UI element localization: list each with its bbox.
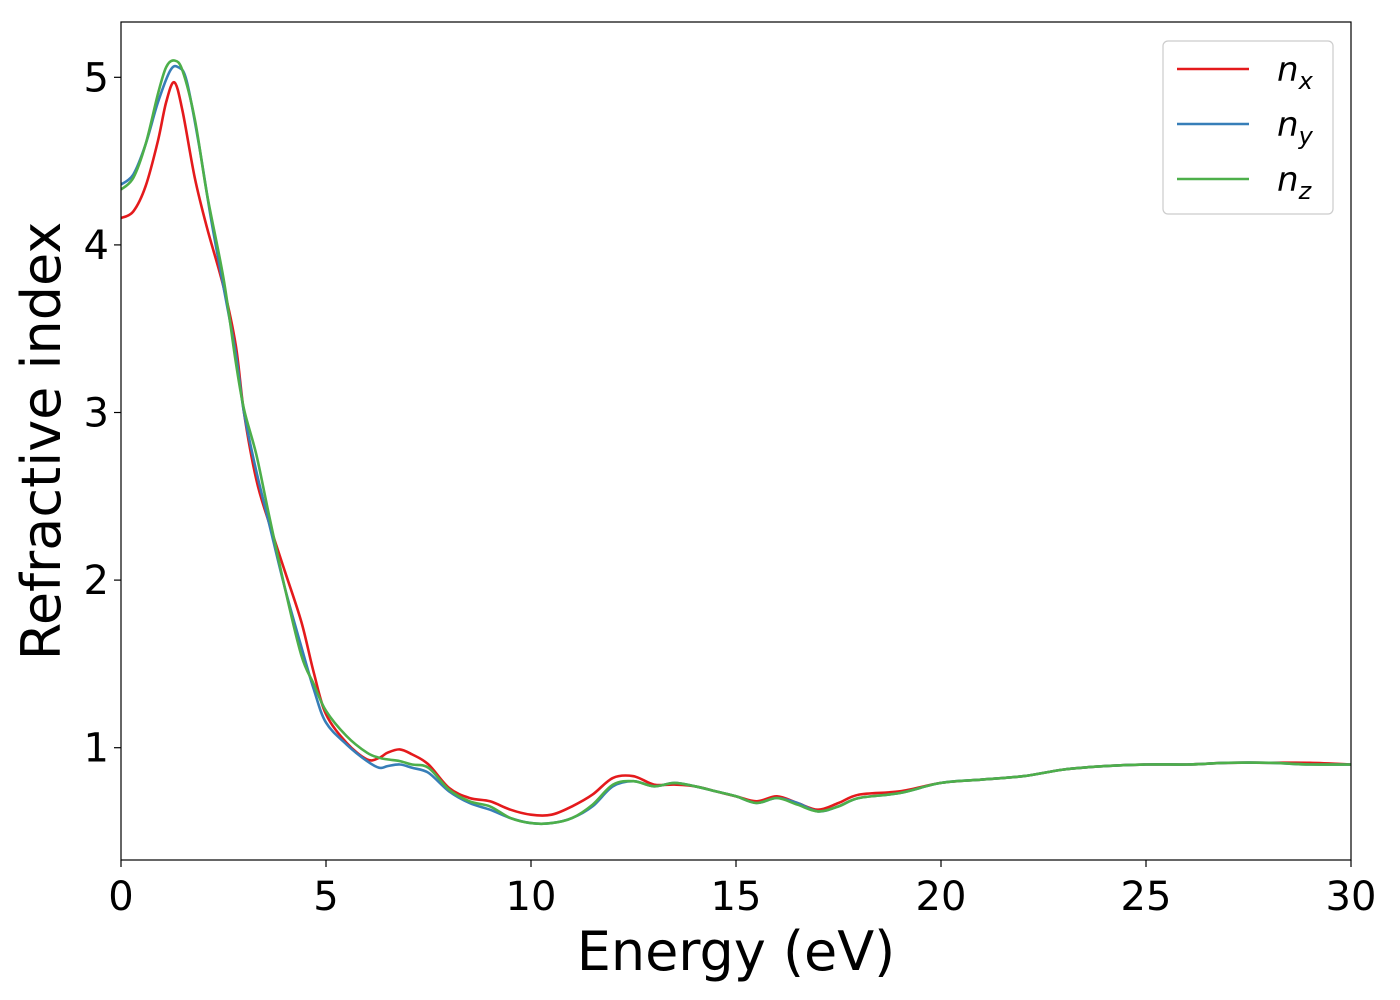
- y-tick-label: 3: [84, 391, 109, 437]
- y-tick-label: 2: [84, 558, 109, 604]
- y-tick-label: 5: [84, 55, 109, 101]
- y-tick-label: 1: [84, 726, 109, 772]
- x-tick-label: 25: [1121, 874, 1172, 920]
- series-line-nz: [121, 59, 1351, 826]
- x-axis: 0 5 10 15 20 25 30: [108, 860, 1376, 920]
- legend-entry: ny: [1277, 105, 1314, 150]
- x-tick-label: 15: [711, 874, 762, 920]
- legend-entry: nx: [1277, 50, 1314, 95]
- legend-subscript: z: [1298, 177, 1313, 205]
- legend-subscript: y: [1298, 122, 1314, 150]
- y-tick-label: 4: [84, 223, 109, 269]
- x-tick-label: 5: [313, 874, 338, 920]
- y-axis-label: Refractive index: [10, 222, 73, 661]
- x-tick-label: 10: [506, 874, 557, 920]
- legend-subscript: x: [1298, 67, 1314, 95]
- x-axis-label: Energy (eV): [577, 920, 896, 983]
- x-tick-label: 20: [916, 874, 967, 920]
- x-tick-label: 30: [1326, 874, 1377, 920]
- legend-box: [1162, 40, 1334, 215]
- x-tick-label: 0: [108, 874, 133, 920]
- y-axis: 1 2 3 4 5: [84, 55, 121, 772]
